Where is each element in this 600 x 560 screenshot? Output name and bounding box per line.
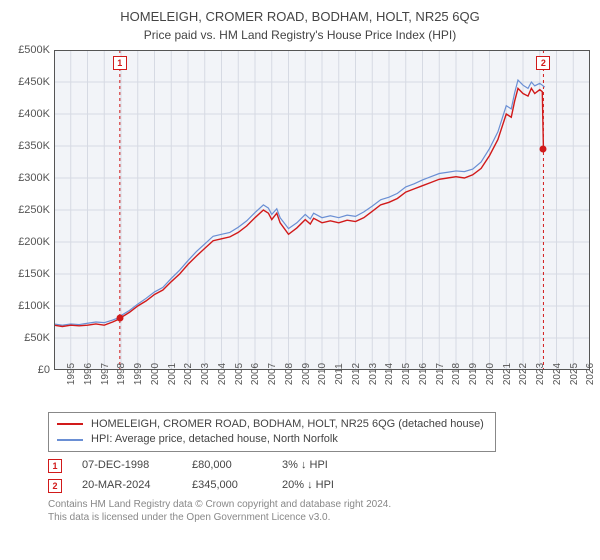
y-tick-label: £150K [18,268,50,280]
plot-svg [54,50,590,370]
plot-area: £0£50K£100K£150K£200K£250K£300K£350K£400… [54,50,590,370]
y-tick-label: £200K [18,236,50,248]
event-marker-icon: 2 [536,56,550,70]
event-row: 2 20-MAR-2024 £345,000 20% ↓ HPI [48,476,590,496]
event-marker-icon: 2 [48,479,62,493]
y-tick-label: £400K [18,108,50,120]
y-tick-label: £450K [18,76,50,88]
event-point-icon [540,145,547,152]
event-point-icon [116,315,123,322]
event-change: 3% ↓ HPI [282,456,372,476]
event-marker-icon: 1 [113,56,127,70]
legend-swatch [57,423,83,425]
legend-label: HOMELEIGH, CROMER ROAD, BODHAM, HOLT, NR… [91,417,484,432]
y-tick-label: £250K [18,204,50,216]
y-tick-label: £500K [18,44,50,56]
chart: £0 £50K £100K £150K £200K £250K £300K £350K £400… [10,50,590,406]
event-table: 1 07-DEC-1998 £80,000 3% ↓ HPI 2 20-MAR-… [48,456,590,496]
event-date: 20-MAR-2024 [82,476,172,496]
event-price: £80,000 [192,456,262,476]
legend: HOMELEIGH, CROMER ROAD, BODHAM, HOLT, NR… [48,412,496,453]
legend-row: HOMELEIGH, CROMER ROAD, BODHAM, HOLT, NR… [57,417,487,432]
event-date: 07-DEC-1998 [82,456,172,476]
y-tick-label: £100K [18,300,50,312]
event-change: 20% ↓ HPI [282,476,372,496]
attribution: Contains HM Land Registry data © Crown c… [48,498,590,524]
legend-swatch [57,439,83,441]
y-tick-label: £350K [18,140,50,152]
attribution-line: This data is licensed under the Open Gov… [48,511,590,524]
chart-subtitle: Price paid vs. HM Land Registry's House … [10,28,590,42]
y-tick-label: £300K [18,172,50,184]
event-marker-icon: 1 [48,459,62,473]
y-tick-label: £0 [38,364,50,376]
attribution-line: Contains HM Land Registry data © Crown c… [48,498,590,511]
chart-title: HOMELEIGH, CROMER ROAD, BODHAM, HOLT, NR… [10,8,590,26]
x-tick-label: 2027 [590,362,600,384]
legend-label: HPI: Average price, detached house, Nort… [91,432,338,447]
legend-row: HPI: Average price, detached house, Nort… [57,432,487,447]
event-row: 1 07-DEC-1998 £80,000 3% ↓ HPI [48,456,590,476]
event-price: £345,000 [192,476,262,496]
y-tick-label: £50K [24,332,50,344]
